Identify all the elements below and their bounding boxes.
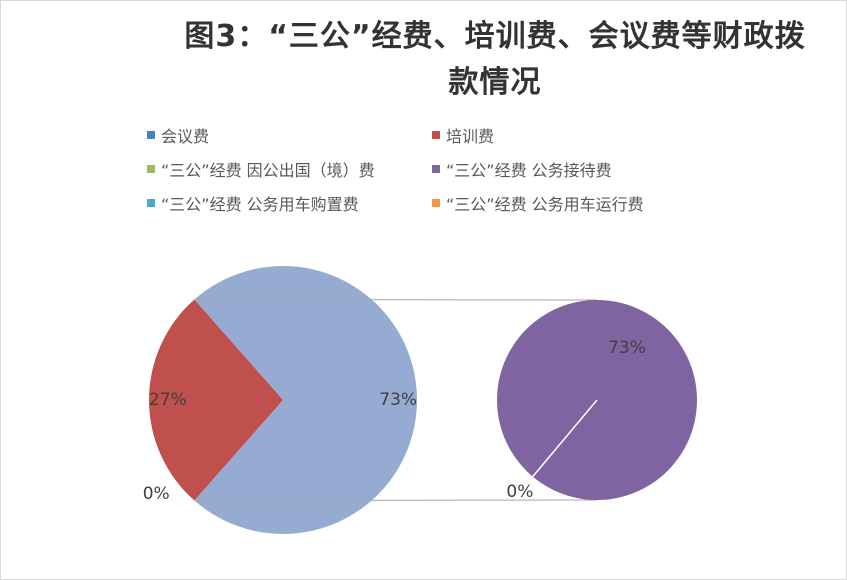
legend-item-3: “三公”经费 公务接待费	[432, 158, 612, 180]
legend-swatch	[147, 199, 155, 207]
legend-item-0: 会议费	[147, 124, 209, 146]
connector-line-top	[194, 298, 598, 301]
pie-slice-2	[194, 266, 418, 534]
pie-slice-1	[149, 299, 283, 501]
legend-label: “三公”经费 公务接待费	[446, 161, 612, 180]
legend-label: 培训费	[446, 127, 495, 146]
legend-swatch	[432, 199, 440, 207]
legend-item-4: “三公”经费 公务用车购置费	[147, 192, 359, 214]
legend-swatch	[147, 131, 155, 139]
connector-line-bottom	[194, 499, 598, 502]
legend-swatch	[432, 131, 440, 139]
legend-item-5: “三公”经费 公务用车运行费	[432, 192, 644, 214]
chart-title: 图3：“三公”经费、培训费、会议费等财政拨 款情况	[184, 19, 806, 100]
secondary-pie-slice-1	[532, 399, 598, 478]
pie-data-label-1: 27%	[149, 390, 187, 410]
legend-swatch	[432, 165, 440, 173]
pie-data-label-0: 0%	[143, 484, 170, 504]
pie-data-label-2: 73%	[379, 390, 417, 410]
secondary-data-label-0: 73%	[608, 338, 646, 358]
legend-item-1: 培训费	[432, 124, 494, 146]
legend-label: “三公”经费 公务用车购置费	[161, 195, 359, 214]
legend-item-2: “三公”经费 因公出国（境）费	[147, 158, 375, 180]
legend-label: “三公”经费 因公出国（境）费	[161, 161, 375, 180]
legend-label: “三公”经费 公务用车运行费	[446, 195, 644, 214]
legend-label: 会议费	[161, 127, 210, 146]
legend-swatch	[147, 165, 155, 173]
secondary-data-label-1: 0%	[506, 482, 533, 502]
